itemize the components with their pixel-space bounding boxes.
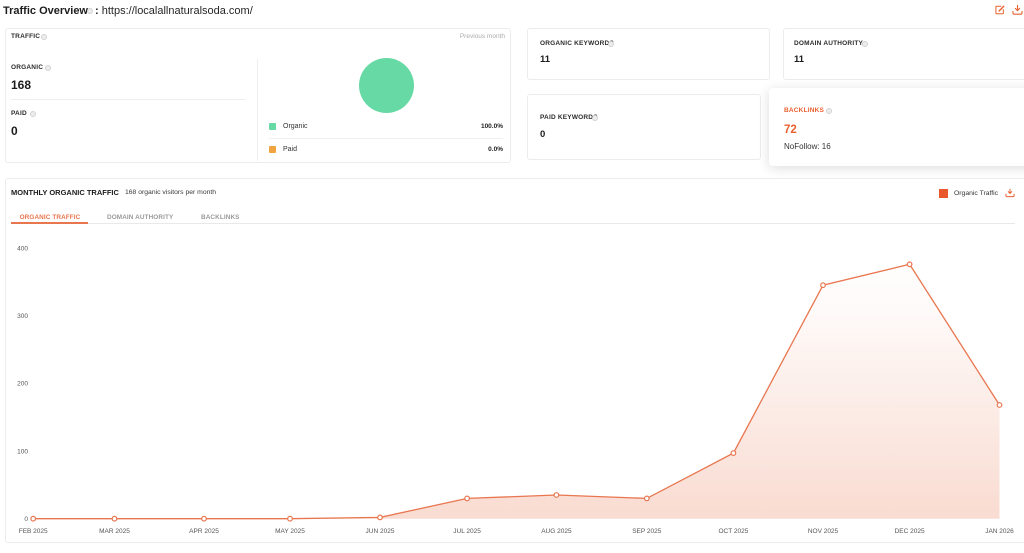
svg-text:DEC 2025: DEC 2025 <box>895 528 925 535</box>
svg-text:300: 300 <box>17 313 28 320</box>
svg-text:200: 200 <box>17 381 28 388</box>
svg-text:FEB 2025: FEB 2025 <box>19 528 48 535</box>
svg-text:SEP 2025: SEP 2025 <box>632 528 662 535</box>
svg-text:400: 400 <box>17 246 28 253</box>
svg-text:JUN 2025: JUN 2025 <box>366 528 395 535</box>
svg-text:JAN 2026: JAN 2026 <box>985 528 1014 535</box>
svg-text:MAR 2025: MAR 2025 <box>99 528 130 535</box>
svg-text:OCT 2025: OCT 2025 <box>718 528 748 535</box>
svg-text:AUG 2025: AUG 2025 <box>541 528 572 535</box>
svg-text:JUL 2025: JUL 2025 <box>453 528 481 535</box>
svg-text:APR 2025: APR 2025 <box>189 528 219 535</box>
svg-text:NOV 2025: NOV 2025 <box>808 528 839 535</box>
svg-text:0: 0 <box>24 516 28 523</box>
svg-text:MAY 2025: MAY 2025 <box>275 528 305 535</box>
svg-text:100: 100 <box>17 449 28 456</box>
